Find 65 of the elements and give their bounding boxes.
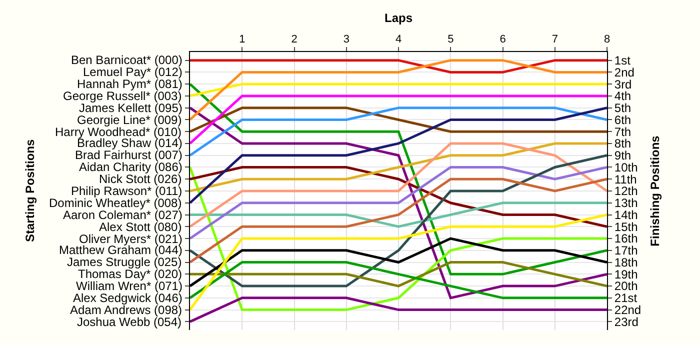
series-label: Alex Sedgwick (046)	[73, 291, 182, 305]
series-label: William Wren* (071)	[76, 279, 182, 293]
series-label: James Struggle (025)	[67, 255, 182, 269]
y-tick-label: 6th	[614, 112, 632, 127]
text: Lemuel Pay* (012)	[83, 65, 182, 79]
y-tick-label: 16th	[614, 232, 638, 246]
y-tick-label: 12th	[614, 184, 638, 198]
y-tick-label: 18th	[614, 255, 638, 270]
y-tick-label: 15th	[614, 220, 638, 234]
series-label: Harry Woodhead* (010)	[55, 125, 182, 139]
y-tick-label: 23rd	[614, 314, 638, 329]
series-label: Hannah Pym* (081)	[77, 77, 182, 91]
line-series	[190, 142, 607, 228]
line-series	[190, 142, 607, 192]
y-tick-label: 22nd	[614, 303, 642, 317]
series-label: Joshua Webb (054)	[77, 315, 182, 329]
x-axis-title: Laps	[384, 10, 413, 25]
line-series	[190, 106, 607, 204]
y-tick-label: 17th	[614, 244, 638, 258]
y-tick-label: 9th	[614, 148, 632, 163]
line-series	[190, 214, 607, 312]
x-tick-label: 4	[395, 34, 402, 46]
x-tick-label: 5	[448, 34, 454, 46]
series-label: Alex Stott (080)	[99, 220, 182, 234]
x-tick-label: 8	[604, 34, 610, 46]
series-label: Thomas Day* (020)	[78, 267, 182, 281]
x-tick-label: 2	[291, 34, 298, 46]
y-tick-label: 19th	[614, 267, 638, 282]
y-tick-label: 1st	[614, 54, 632, 68]
x-tick-label: 6	[500, 34, 506, 46]
y-axis-title: Finishing Positions	[648, 135, 662, 246]
series-label: Oliver Myers* (021)	[79, 232, 182, 246]
y-tick-label: 10th	[614, 160, 638, 174]
x-tick-label: 1	[239, 34, 246, 46]
y-tick-label: 3rd	[614, 77, 632, 92]
x-tick-label: 3	[343, 34, 350, 46]
line-series	[190, 261, 607, 300]
line-series	[190, 166, 607, 312]
series-label: Nick Stott (026)	[99, 172, 182, 186]
text: Starting Positions	[23, 139, 37, 242]
y-tick-label: 7th	[614, 124, 632, 139]
series-label: Aidan Charity (086)	[79, 160, 182, 174]
y-tick-label: 21st	[614, 291, 638, 306]
series-label: Adam Andrews (098)	[70, 303, 182, 317]
series-label: Dominic Wheatley* (008)	[49, 196, 182, 210]
y-tick-label: 13th	[614, 196, 638, 210]
line-series	[190, 166, 607, 240]
y-tick-label: 2nd	[614, 65, 634, 80]
y-tick-label: 5th	[614, 101, 632, 116]
y-tick-label: 14th	[614, 208, 638, 222]
series-label: George Russell* (003)	[63, 89, 182, 103]
line-series	[190, 178, 607, 264]
series-label: Georgie Line* (009)	[77, 113, 182, 127]
series-label: Aaron Coleman* (027)	[63, 208, 182, 222]
x-tick-label: 7	[552, 34, 558, 46]
y-tick-label: 8th	[614, 136, 632, 151]
y-tick-label: 11th	[614, 172, 637, 186]
series-label: Philip Rawson* (011)	[71, 184, 182, 198]
line-series	[190, 154, 607, 288]
y-tick-label: 20th	[614, 279, 638, 294]
series-label: James Kellett (095)	[79, 101, 182, 115]
series-label: Ben Barnicoat* (000)	[71, 53, 182, 67]
y-tick-label: 4th	[614, 89, 632, 104]
line-series	[190, 166, 607, 228]
series-label: Brad Fairhurst (007)	[75, 148, 182, 162]
